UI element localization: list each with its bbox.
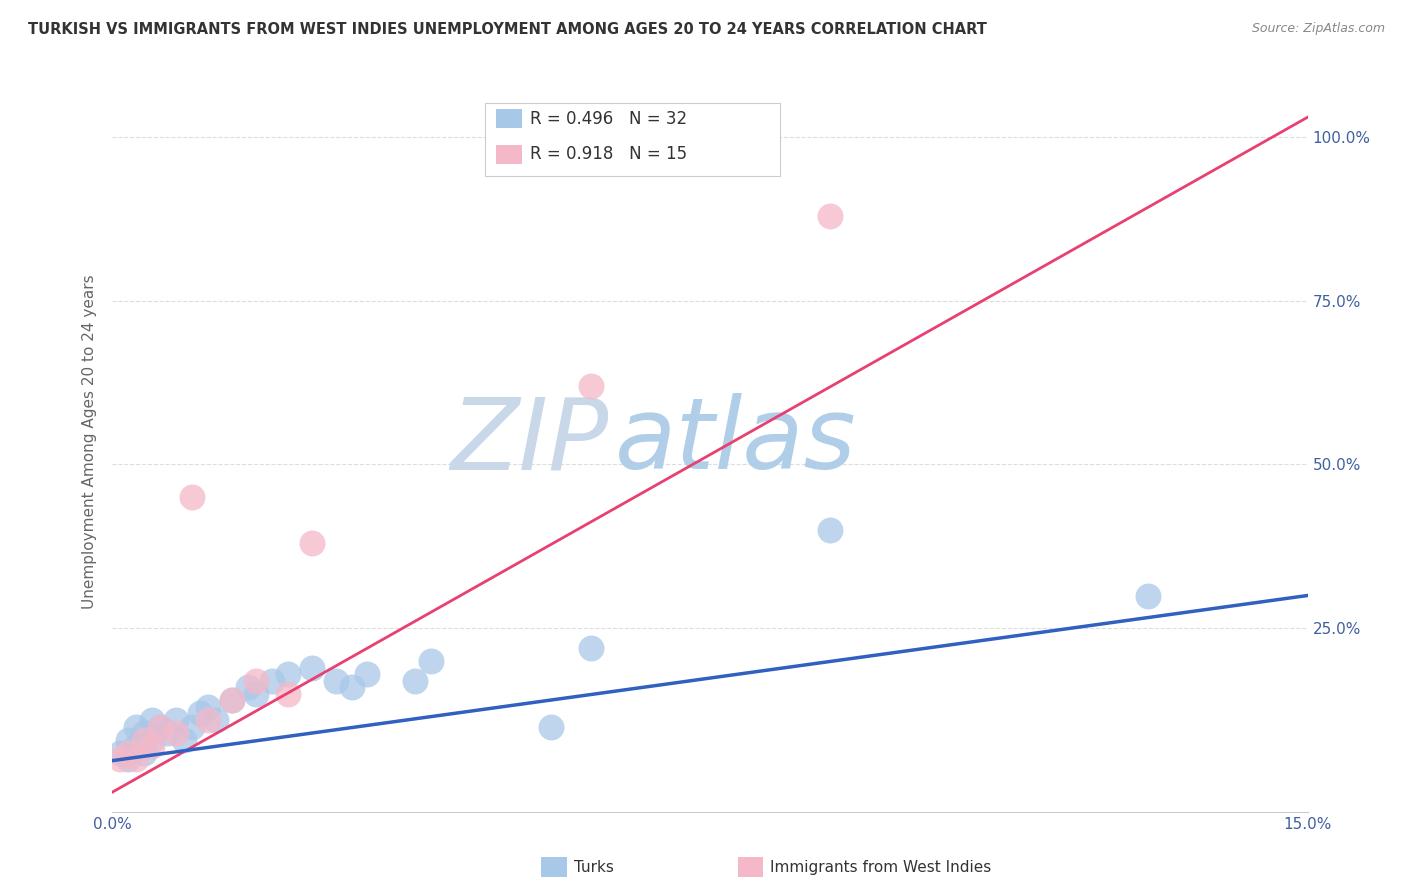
Point bbox=[125, 720, 148, 734]
Point bbox=[277, 687, 299, 701]
Point bbox=[197, 713, 219, 727]
Point bbox=[818, 523, 841, 537]
Point bbox=[579, 379, 602, 393]
Point bbox=[173, 732, 195, 747]
Point bbox=[245, 687, 267, 701]
Text: Immigrants from West Indies: Immigrants from West Indies bbox=[770, 860, 991, 874]
Point bbox=[165, 713, 187, 727]
Point bbox=[301, 536, 323, 550]
Point bbox=[149, 720, 172, 734]
Point bbox=[157, 726, 180, 740]
Point bbox=[110, 752, 132, 766]
Point bbox=[420, 654, 443, 668]
Text: R = 0.496   N = 32: R = 0.496 N = 32 bbox=[530, 110, 688, 128]
Point bbox=[1137, 589, 1160, 603]
Point bbox=[404, 673, 426, 688]
Text: R = 0.918   N = 15: R = 0.918 N = 15 bbox=[530, 145, 688, 163]
Point bbox=[117, 752, 139, 766]
Point bbox=[181, 720, 204, 734]
Text: atlas: atlas bbox=[614, 393, 856, 490]
Point bbox=[125, 739, 148, 754]
Point bbox=[110, 746, 132, 760]
Point bbox=[165, 726, 187, 740]
Point bbox=[117, 732, 139, 747]
Point bbox=[579, 640, 602, 655]
Text: TURKISH VS IMMIGRANTS FROM WEST INDIES UNEMPLOYMENT AMONG AGES 20 TO 24 YEARS CO: TURKISH VS IMMIGRANTS FROM WEST INDIES U… bbox=[28, 22, 987, 37]
Point bbox=[141, 732, 163, 747]
Point bbox=[117, 746, 139, 760]
Point bbox=[325, 673, 347, 688]
Point bbox=[134, 746, 156, 760]
Point bbox=[188, 706, 211, 721]
Point bbox=[245, 673, 267, 688]
Point bbox=[141, 739, 163, 754]
Point bbox=[818, 209, 841, 223]
Y-axis label: Unemployment Among Ages 20 to 24 years: Unemployment Among Ages 20 to 24 years bbox=[82, 274, 97, 609]
Point bbox=[221, 693, 243, 707]
Point bbox=[301, 660, 323, 674]
Point bbox=[181, 490, 204, 504]
Point bbox=[134, 726, 156, 740]
Point bbox=[149, 720, 172, 734]
Point bbox=[540, 720, 562, 734]
Point bbox=[356, 667, 378, 681]
Point bbox=[197, 699, 219, 714]
Point bbox=[277, 667, 299, 681]
Point bbox=[236, 680, 259, 694]
Point bbox=[221, 693, 243, 707]
Point bbox=[125, 752, 148, 766]
Point bbox=[205, 713, 228, 727]
Point bbox=[340, 680, 363, 694]
Point bbox=[260, 673, 283, 688]
Text: ZIP: ZIP bbox=[450, 393, 609, 490]
Text: Turks: Turks bbox=[574, 860, 613, 874]
Point bbox=[134, 732, 156, 747]
Point bbox=[141, 713, 163, 727]
Text: Source: ZipAtlas.com: Source: ZipAtlas.com bbox=[1251, 22, 1385, 36]
